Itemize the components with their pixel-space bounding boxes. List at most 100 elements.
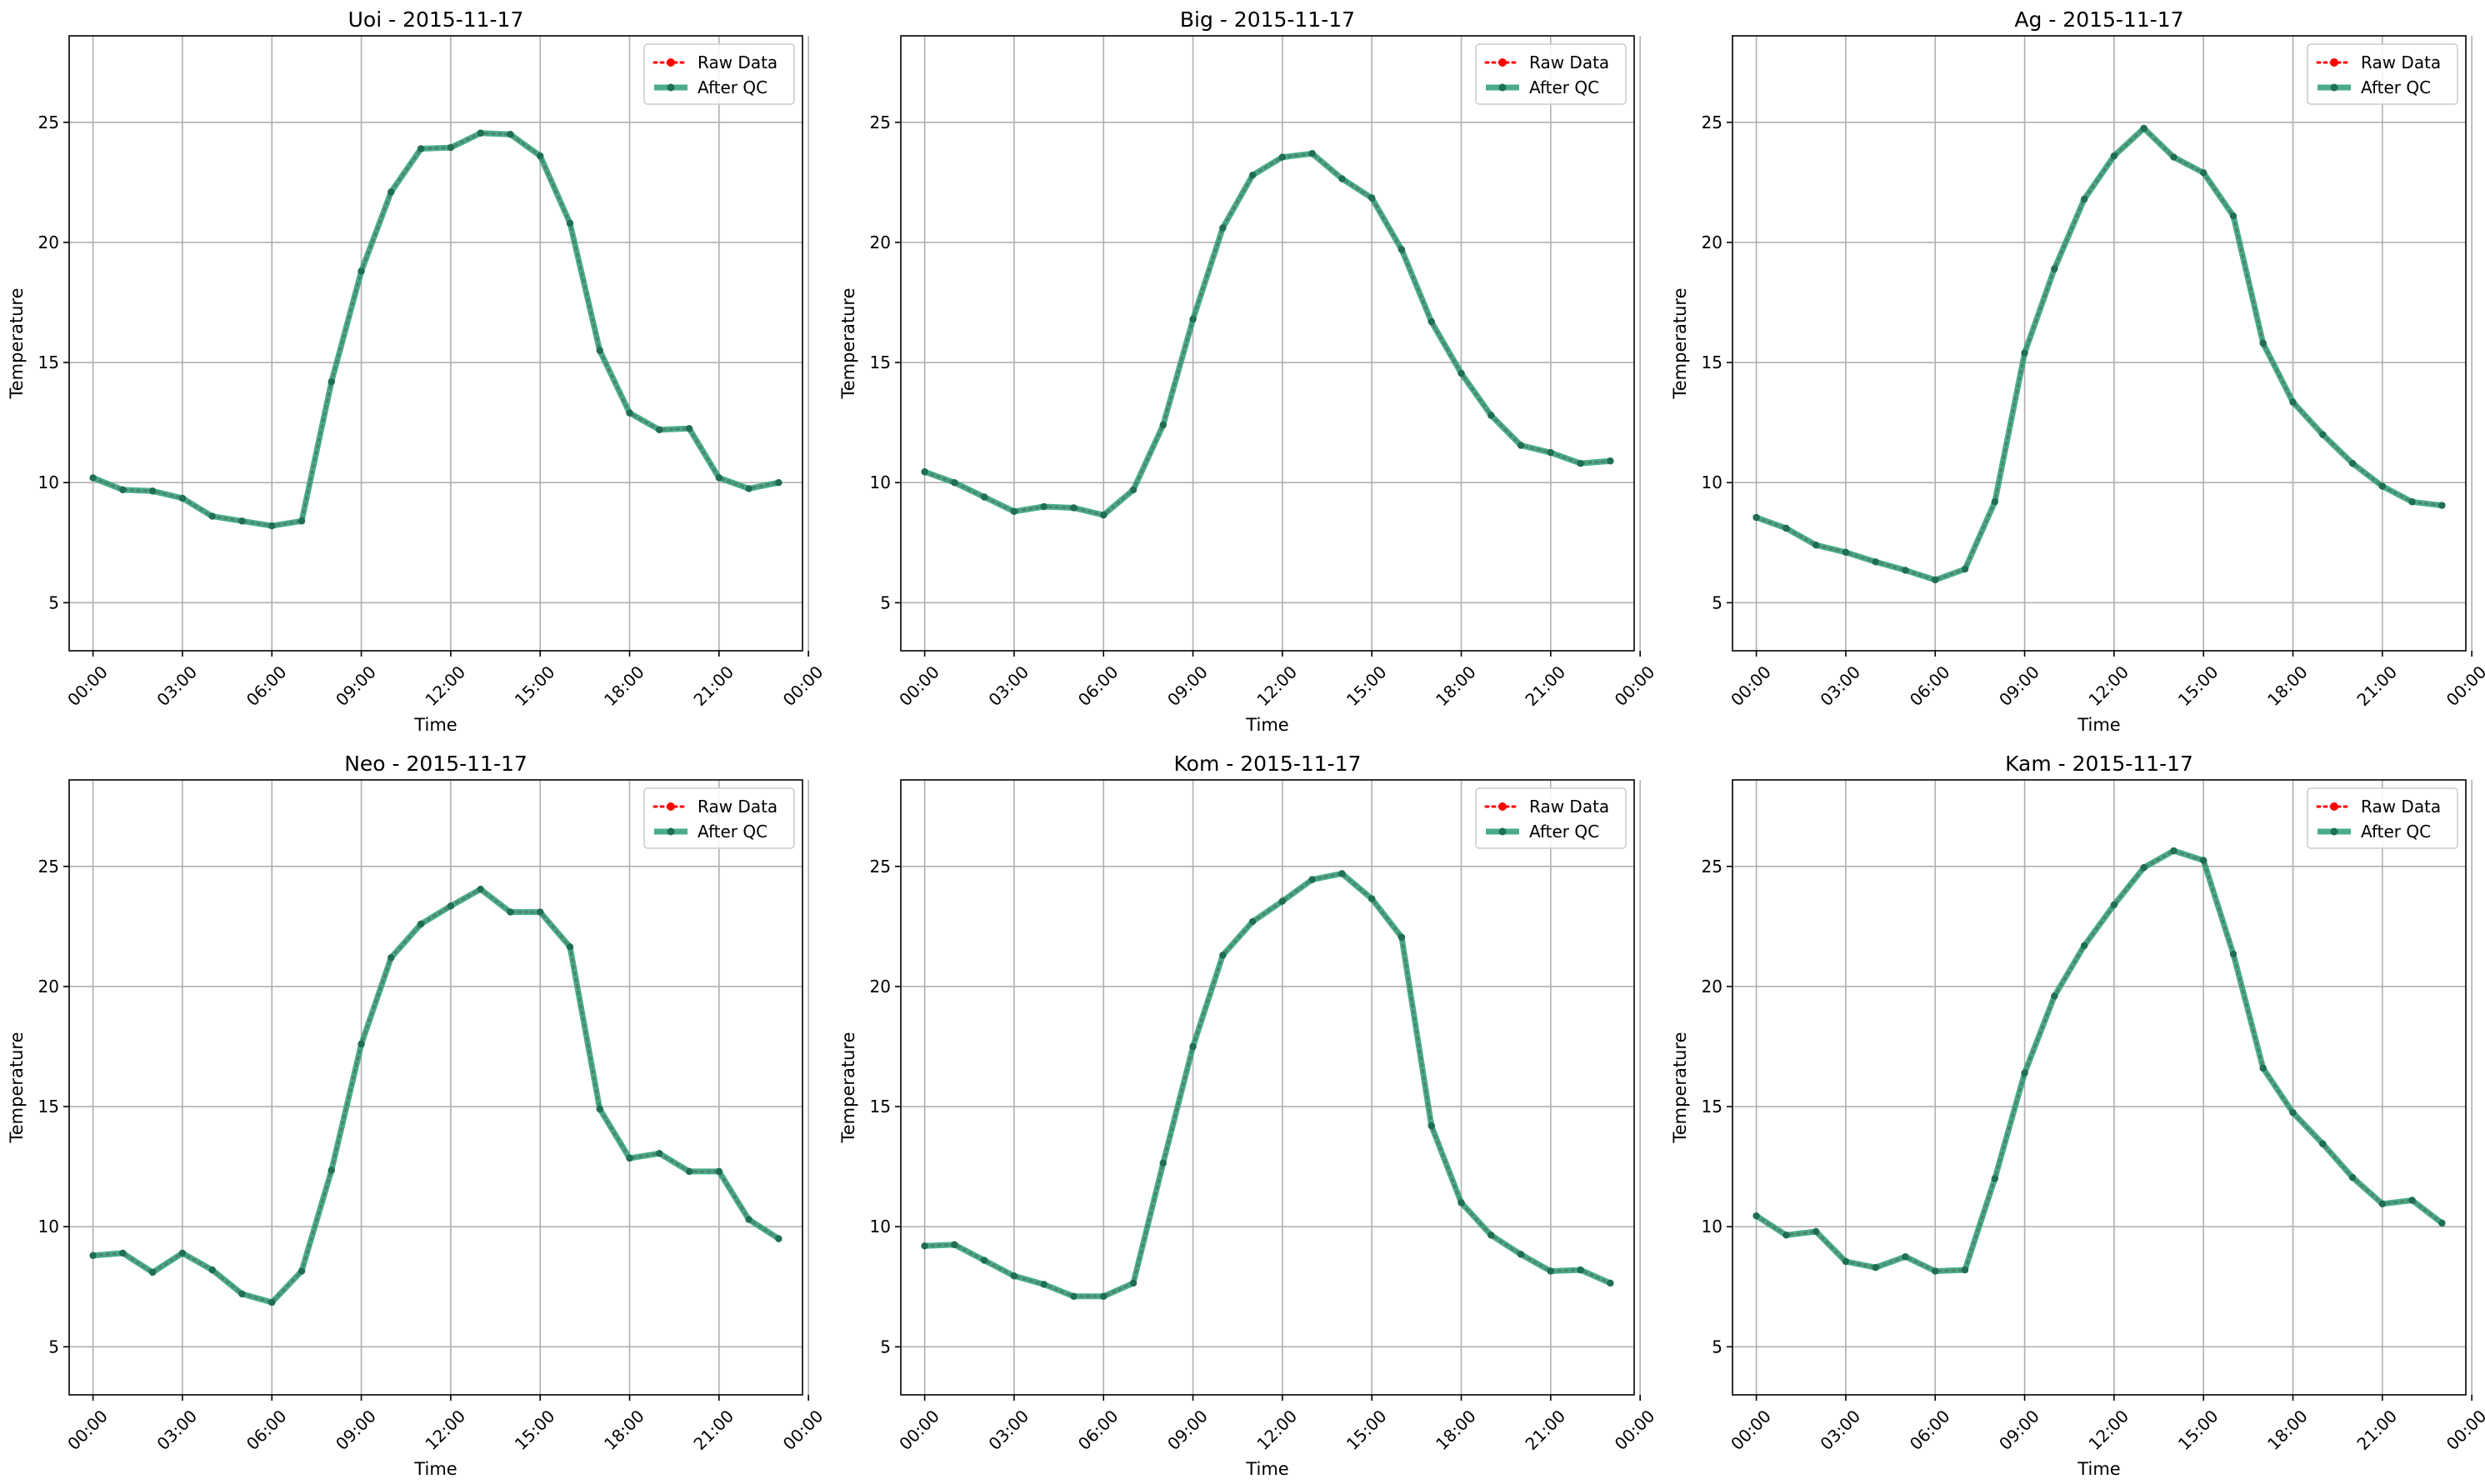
after-qc-point <box>1488 412 1495 419</box>
after-qc-point <box>2021 349 2028 357</box>
after-qc-point <box>1812 541 1820 549</box>
y-tick-label: 10 <box>38 472 59 492</box>
after-qc-point <box>2200 169 2208 177</box>
after-qc-point <box>2051 992 2058 1000</box>
y-tick-label: 10 <box>870 1217 891 1237</box>
after-qc-point <box>119 1249 127 1257</box>
after-qc-point <box>2080 942 2088 950</box>
after-qc-point <box>566 943 574 951</box>
after-qc-point <box>1338 175 1346 182</box>
after-qc-point <box>388 954 395 962</box>
after-qc-point <box>1159 421 1167 429</box>
after-qc-point <box>1189 315 1197 323</box>
after-qc-point <box>238 1290 246 1298</box>
after-qc-point <box>328 377 335 386</box>
after-qc-point <box>268 522 276 530</box>
after-qc-point <box>2080 195 2088 203</box>
after-qc-point <box>2051 265 2058 272</box>
axes-frame <box>900 35 1635 652</box>
subplot-title: Kam - 2015-11-17 <box>2005 752 2193 776</box>
y-tick-label: 15 <box>1702 352 1722 372</box>
y-tick-label: 10 <box>1702 1217 1722 1237</box>
legend: Raw Data After QC <box>643 43 795 105</box>
after-qc-point <box>1070 504 1078 512</box>
after-qc-point <box>89 474 97 482</box>
after-qc-point <box>2289 398 2297 406</box>
after-qc-point <box>775 1235 782 1242</box>
after-qc-point <box>447 143 455 152</box>
after-qc-point <box>596 347 603 354</box>
after-qc-point <box>1040 1281 1048 1288</box>
after-qc-point <box>1189 1042 1197 1051</box>
after-qc-point <box>775 479 782 487</box>
x-axis-label: Time <box>2077 1459 2120 1479</box>
after-qc-point <box>1842 1257 1850 1266</box>
after-qc-point <box>2140 124 2148 132</box>
after-qc-point <box>596 1105 603 1113</box>
subplot-title: Neo - 2015-11-17 <box>344 752 528 776</box>
axes-frame <box>1732 35 2467 652</box>
after-qc-point <box>208 1266 216 1274</box>
after-qc-point <box>1040 502 1048 511</box>
after-qc-point <box>2259 339 2267 347</box>
after-qc-point <box>1547 1267 1555 1275</box>
after-qc-line <box>923 150 1611 518</box>
y-tick-label: 20 <box>870 232 891 252</box>
legend-raw-marker <box>2330 58 2338 67</box>
after-qc-point <box>980 493 988 501</box>
after-qc-point <box>1278 153 1287 161</box>
after-qc-point <box>715 474 723 482</box>
subplot-title: Kom - 2015-11-17 <box>1174 752 1362 776</box>
after-qc-point <box>1547 448 1555 457</box>
after-qc-point <box>119 486 127 494</box>
after-qc-point <box>1219 224 1227 232</box>
y-tick-label: 25 <box>38 857 59 877</box>
after-qc-point <box>1902 1253 1909 1261</box>
after-qc-line <box>1755 125 2442 583</box>
y-tick-label: 15 <box>870 1097 891 1117</box>
after-qc-point <box>1517 1251 1525 1258</box>
x-axis-label: Time <box>413 715 457 735</box>
after-qc-point <box>1607 1279 1614 1287</box>
after-qc-point <box>2170 153 2178 161</box>
after-qc-point <box>951 1241 958 1249</box>
after-qc-point <box>417 920 425 928</box>
legend-raw-label: Raw Data <box>698 797 778 817</box>
legend-raw-label: Raw Data <box>2361 52 2441 72</box>
after-qc-point <box>2170 847 2178 855</box>
after-qc-point <box>1991 1175 1998 1182</box>
after-qc-point <box>268 1298 276 1307</box>
after-qc-point <box>1278 897 1287 905</box>
after-qc-line <box>1754 847 2444 1274</box>
y-tick-label: 20 <box>38 232 59 252</box>
after-qc-point <box>1782 1232 1790 1239</box>
after-qc-point <box>1428 317 1435 326</box>
y-tick-label: 15 <box>38 1097 59 1117</box>
y-tick-label: 20 <box>870 977 891 997</box>
after-qc-point <box>2408 498 2416 506</box>
after-qc-point <box>298 517 306 525</box>
after-qc-point <box>2408 1197 2416 1204</box>
after-qc-point <box>745 1216 752 1223</box>
y-tick-label: 10 <box>38 1217 59 1237</box>
after-qc-point <box>1219 952 1227 959</box>
after-qc-line <box>924 870 1612 1300</box>
legend-qc-label: After QC <box>1529 77 1599 97</box>
legend: Raw Data After QC <box>2307 43 2458 105</box>
legend-qc-label: After QC <box>698 77 768 97</box>
x-axis-label: Time <box>1245 715 1288 735</box>
after-qc-point <box>1812 1227 1820 1236</box>
legend-qc-label: After QC <box>1529 822 1599 842</box>
legend-qc-marker <box>2330 83 2338 92</box>
legend-qc-marker <box>1498 827 1507 836</box>
after-qc-point <box>477 129 484 137</box>
after-qc-point <box>2140 864 2148 872</box>
legend-qc-label: After QC <box>2361 822 2431 842</box>
after-qc-point <box>2348 459 2357 467</box>
legend-raw-label: Raw Data <box>698 52 778 72</box>
y-tick-label: 20 <box>38 977 59 997</box>
after-qc-point <box>1368 895 1376 902</box>
after-qc-point <box>566 219 574 227</box>
